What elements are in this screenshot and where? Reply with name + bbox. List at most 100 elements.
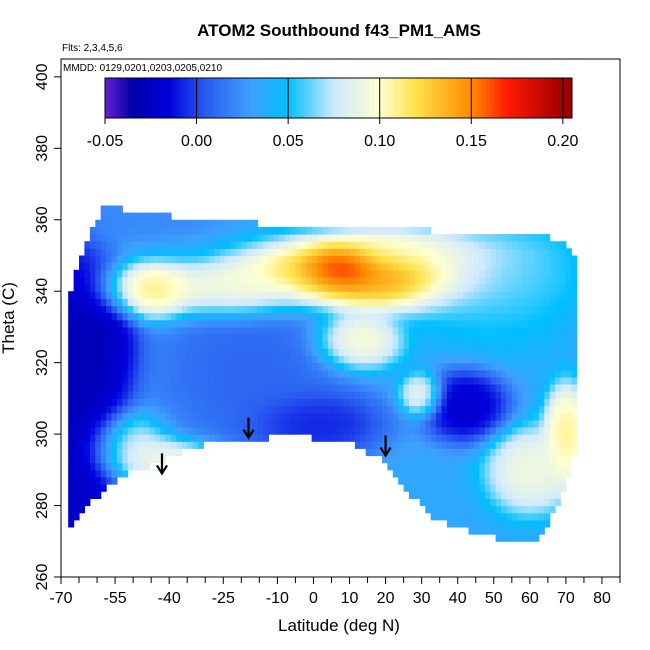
heatmap-cell xyxy=(79,448,85,457)
heatmap-cell xyxy=(192,362,199,371)
heatmap-cell xyxy=(230,284,237,292)
heatmap-cell xyxy=(290,284,296,292)
heatmap-cell xyxy=(457,334,464,342)
heatmap-cell xyxy=(322,355,329,364)
heatmap-cell xyxy=(100,326,107,335)
heatmap-cell xyxy=(506,384,513,392)
heatmap-cell xyxy=(225,255,232,264)
heatmap-cell xyxy=(160,248,167,256)
heatmap-cell xyxy=(127,255,134,264)
heatmap-cell xyxy=(160,326,167,335)
heatmap-cell xyxy=(284,391,291,399)
heatmap-cell xyxy=(463,419,470,428)
heatmap-cell xyxy=(160,391,167,399)
heatmap-cell xyxy=(371,276,378,285)
heatmap-cell xyxy=(187,255,194,264)
heatmap-cell xyxy=(479,527,486,535)
heatmap-cell xyxy=(219,262,226,271)
heatmap-cell xyxy=(522,484,529,492)
heatmap-cell xyxy=(116,391,123,399)
heatmap-cell xyxy=(555,334,562,342)
heatmap-cell xyxy=(430,505,437,514)
heatmap-cell xyxy=(506,469,513,478)
heatmap-cell xyxy=(106,412,113,421)
heatmap-cell xyxy=(533,276,540,285)
heatmap-cell xyxy=(549,305,556,314)
heatmap-cell xyxy=(203,369,210,378)
heatmap-cell xyxy=(506,276,513,285)
heatmap-cell xyxy=(284,291,291,299)
heatmap-cell xyxy=(181,434,188,442)
heatmap-cell xyxy=(268,234,275,242)
heatmap-cell xyxy=(506,319,513,328)
heatmap-cell xyxy=(154,412,161,421)
heatmap-cell xyxy=(365,291,372,299)
heatmap-cell xyxy=(219,255,226,264)
heatmap-cell xyxy=(219,419,226,428)
heatmap-cell xyxy=(143,376,150,385)
heatmap-cell xyxy=(246,276,253,285)
heatmap-cell xyxy=(143,219,150,228)
colorbar-segment xyxy=(447,78,452,118)
heatmap-cell xyxy=(392,427,399,435)
heatmap-cell xyxy=(484,498,491,507)
colorbar-segment xyxy=(291,78,297,118)
heatmap-cell xyxy=(517,348,524,357)
heatmap-cell xyxy=(501,512,507,521)
heatmap-cell xyxy=(235,434,242,442)
heatmap-cell xyxy=(441,369,448,378)
heatmap-cell xyxy=(414,369,421,378)
heatmap-cell xyxy=(565,405,572,414)
colorbar-segment xyxy=(424,78,429,118)
colorbar-segment xyxy=(416,78,421,118)
heatmap-cell xyxy=(490,269,497,278)
heatmap-cell xyxy=(219,234,226,242)
heatmap-cell xyxy=(160,448,167,457)
heatmap-cell xyxy=(300,398,307,407)
heatmap-cell xyxy=(127,398,134,407)
heatmap-cell xyxy=(387,234,394,242)
heatmap-cell xyxy=(371,262,378,271)
heatmap-cell xyxy=(208,312,215,321)
heatmap-cell xyxy=(246,312,253,321)
heatmap-cell xyxy=(143,348,150,357)
heatmap-cell xyxy=(208,334,215,342)
heatmap-cell xyxy=(452,448,459,457)
heatmap-cell xyxy=(84,291,91,299)
heatmap-cell xyxy=(241,234,248,242)
heatmap-cell xyxy=(95,226,102,235)
heatmap-cell xyxy=(311,412,318,421)
heatmap-cell xyxy=(344,341,351,349)
heatmap-cell xyxy=(544,484,551,492)
heatmap-cell xyxy=(160,212,167,221)
heatmap-cell xyxy=(490,298,497,307)
heatmap-cell xyxy=(441,405,448,414)
heatmap-cell xyxy=(354,376,361,385)
heatmap-cell xyxy=(203,362,210,371)
heatmap-cell xyxy=(533,298,540,307)
heatmap-cell xyxy=(176,448,183,457)
heatmap-cell xyxy=(84,405,91,414)
heatmap-cell xyxy=(268,284,275,292)
heatmap-cell xyxy=(279,369,286,378)
heatmap-cell xyxy=(68,419,75,428)
heatmap-cell xyxy=(511,505,518,514)
heatmap-cell xyxy=(219,269,226,278)
heatmap-cell xyxy=(89,434,96,442)
heatmap-cell xyxy=(89,255,96,264)
heatmap-cell xyxy=(484,376,491,385)
heatmap-cell xyxy=(360,291,367,299)
heatmap-cell xyxy=(333,427,340,435)
heatmap-cell xyxy=(79,498,85,507)
y-tick-label: 380 xyxy=(34,135,51,162)
heatmap-cell xyxy=(528,298,534,307)
heatmap-cell xyxy=(219,341,226,349)
heatmap-cell xyxy=(392,234,399,242)
heatmap-cell xyxy=(517,326,524,335)
heatmap-cell xyxy=(479,262,486,271)
heatmap-cell xyxy=(176,305,183,314)
heatmap-cell xyxy=(473,398,480,407)
heatmap-cell xyxy=(403,477,410,485)
heatmap-cell xyxy=(544,319,551,328)
heatmap-cell xyxy=(252,384,259,392)
